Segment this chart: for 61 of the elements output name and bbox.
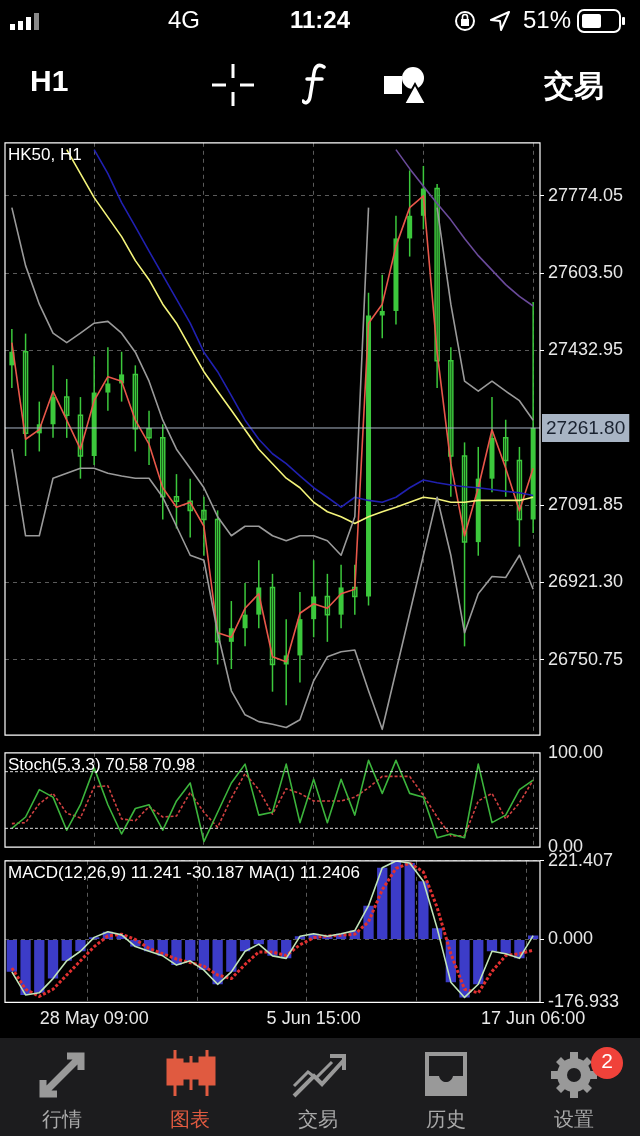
bar [226, 940, 237, 972]
candlestick [214, 509, 221, 666]
candlestick [187, 477, 193, 539]
candlestick [22, 332, 29, 457]
candlestick [352, 564, 358, 616]
bar [253, 940, 264, 945]
y-tick-label: 100.00 [548, 741, 604, 762]
text: 2 [601, 1049, 613, 1073]
ref-line-label: 27261.80 [546, 417, 626, 439]
candlestick [502, 418, 509, 498]
bar [212, 940, 223, 985]
bar [473, 940, 484, 985]
bar [418, 881, 429, 940]
bar [20, 940, 31, 995]
candlestick [63, 378, 70, 439]
x-tick-label: 5 Jun 15:00 [266, 1008, 361, 1029]
y-tick-label: 26921.30 [548, 571, 624, 592]
y-tick-label: 27774.05 [548, 184, 624, 205]
bar [390, 860, 402, 940]
bar [486, 940, 498, 952]
candlestick [434, 183, 440, 389]
text: 历史 [426, 1107, 466, 1132]
line-series [11, 772, 534, 837]
candlestick [146, 409, 152, 466]
bar [404, 863, 415, 940]
chart-title: Stoch(5,3,3) 70.58 70.98 [8, 754, 196, 774]
candlestick [242, 582, 248, 648]
text: 交易 [298, 1107, 338, 1132]
bar [6, 940, 17, 972]
bar [185, 940, 196, 961]
candlestick [77, 396, 84, 480]
bar [61, 940, 72, 961]
candlestick [160, 423, 166, 521]
text: H1 [30, 64, 69, 98]
text: 行情 [42, 1107, 82, 1132]
x-tick-label: 28 May 09:00 [39, 1008, 149, 1029]
y-tick-label: 27091.85 [548, 493, 624, 514]
y-tick-label: 26750.75 [548, 648, 624, 669]
candlestick [448, 346, 454, 498]
candlestick [324, 573, 331, 643]
chart-title: MACD(12,26,9) 11.241 -30.187 MA(1) 11.2406 [8, 862, 360, 882]
text: 4G [168, 6, 201, 34]
bar [34, 940, 45, 993]
text: 51% [523, 6, 572, 34]
candlestick [132, 364, 139, 453]
y-tick-label: 27432.95 [548, 339, 624, 360]
candlestick [516, 446, 523, 548]
candlestick [201, 496, 207, 557]
candlestick [461, 441, 468, 648]
candlestick [407, 169, 413, 258]
bar [500, 940, 511, 954]
text: 交易 [544, 68, 604, 104]
bar [75, 940, 86, 952]
candlestick [269, 573, 276, 693]
y-tick-label: 0.000 [548, 928, 594, 949]
bar [47, 940, 59, 979]
text: 11:24 [289, 6, 351, 34]
candlestick [105, 346, 111, 412]
text: 图表 [170, 1107, 210, 1132]
text: 设置 [554, 1107, 594, 1132]
y-tick-label: 27603.50 [548, 262, 624, 283]
